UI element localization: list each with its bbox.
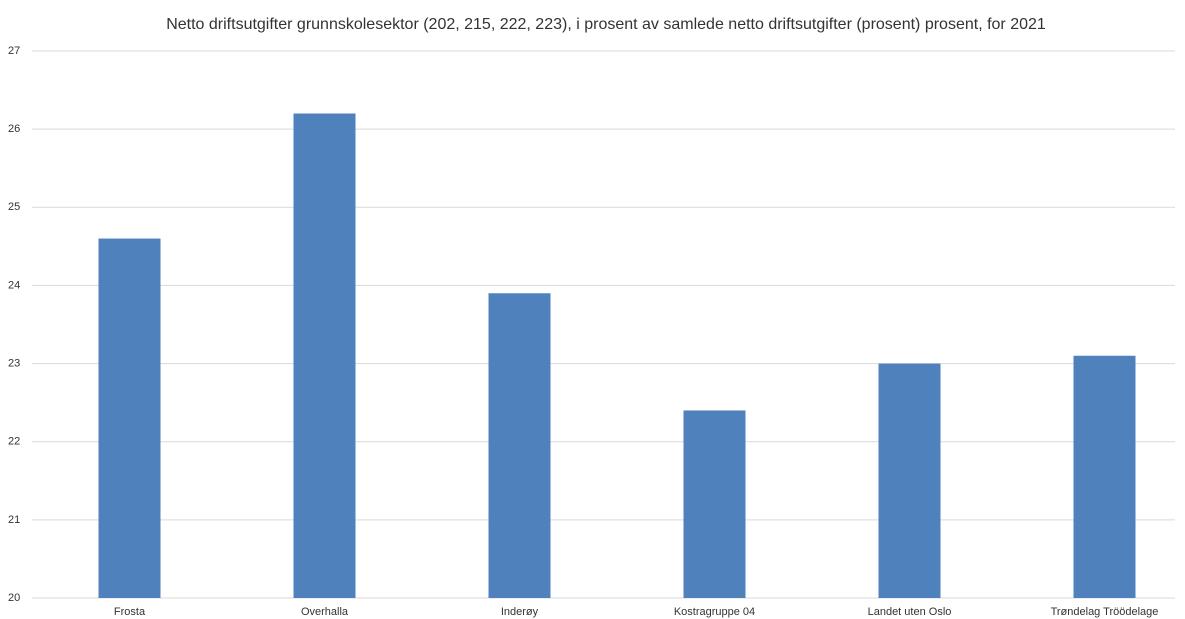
- y-tick-label: 24: [8, 279, 20, 291]
- bar: [683, 410, 746, 598]
- y-tick-label: 23: [8, 357, 20, 369]
- bar: [878, 363, 941, 598]
- y-tick-label: 20: [8, 592, 20, 604]
- y-tick-label: 25: [8, 201, 20, 213]
- y-tick-label: 26: [8, 123, 20, 135]
- bar: [293, 113, 356, 598]
- x-tick-label: Overhalla: [301, 606, 349, 618]
- x-tick-label: Inderøy: [501, 606, 539, 618]
- bar: [1073, 355, 1136, 598]
- x-tick-label: Kostragruppe 04: [674, 606, 755, 618]
- x-tick-label: Landet uten Oslo: [868, 606, 952, 618]
- y-tick-label: 22: [8, 436, 20, 448]
- y-tick-label: 21: [8, 514, 20, 526]
- x-tick-label: Trøndelag Tröödelage: [1051, 606, 1159, 618]
- x-tick-label: Frosta: [114, 606, 146, 618]
- bar: [98, 238, 161, 599]
- y-tick-label: 27: [8, 45, 20, 57]
- chart-title: Netto driftsutgifter grunnskolesektor (2…: [166, 16, 1046, 33]
- bar: [488, 293, 551, 598]
